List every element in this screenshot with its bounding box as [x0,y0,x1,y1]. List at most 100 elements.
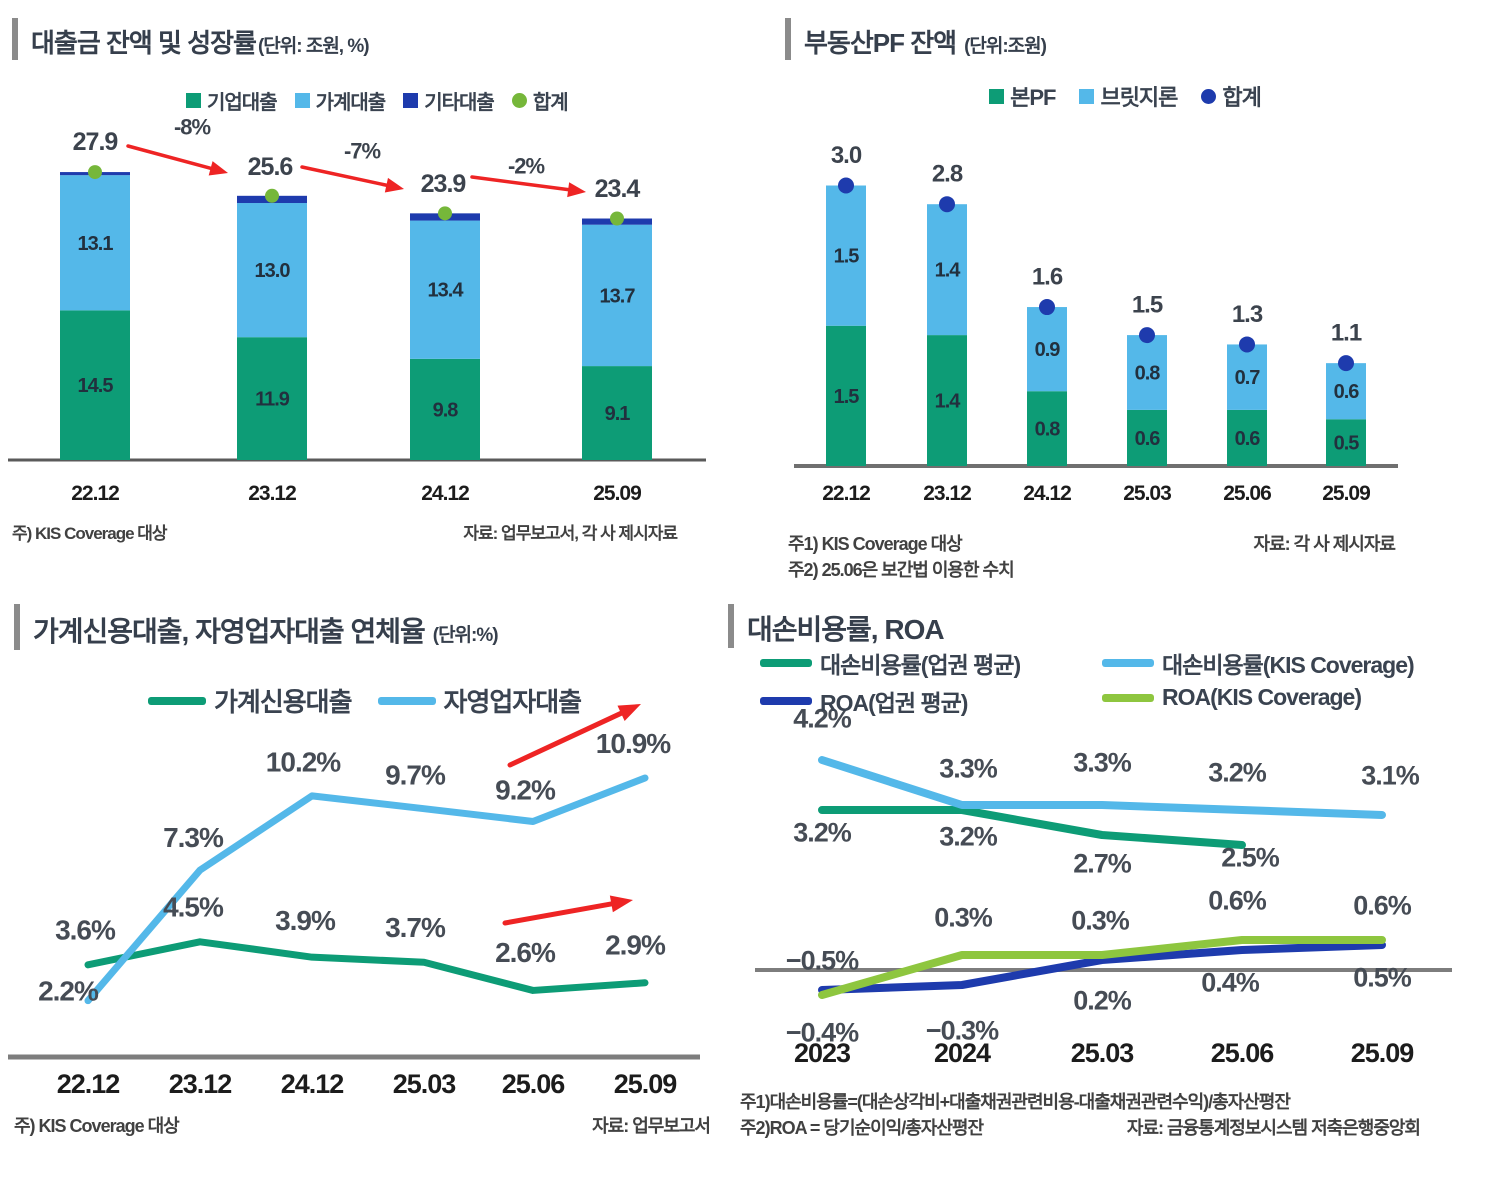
legend-circle-swatch [511,93,527,108]
legend-line-swatch [1102,659,1154,667]
bar-segment [582,366,652,460]
legend-item: 브릿지론 [1079,80,1178,112]
bar-value-label: 1.4 [935,260,962,282]
bar-value-label: 9.1 [605,403,631,425]
data-point-label: 2.2% [38,975,99,1006]
pf-source: 자료: 각 사 제시자료 [1253,534,1396,554]
bar-segment [1027,391,1067,466]
bar-segment [1027,307,1067,392]
cost-roa-footnote-2: 주2)ROA = 당기순이익/총자산평잔 [740,1118,984,1138]
x-axis-label: 2024 [934,1038,991,1068]
data-point-label: 2.9% [605,930,666,961]
data-point-label: −0.4% [786,1017,859,1047]
trend-arrow-shaft [470,175,572,192]
title-accent-bar [14,604,20,650]
data-point-label: 2.6% [495,937,556,968]
loans-title-row: 대출금 잔액 및 성장률 (단위: 조원, %) [12,18,370,60]
total-label: 23.4 [595,175,641,203]
bar-value-label: 1.4 [935,391,962,413]
bar-value-label: 13.0 [255,260,291,282]
x-axis-label: 22.12 [822,482,870,505]
legend-line-swatch [377,696,436,705]
delinquency-title: 가계신용대출, 자영업자대출 연체율 [33,616,426,647]
legend-item: 가계대출 [294,86,387,115]
bar-segment [1127,409,1167,466]
data-point-label: 3.2% [793,817,852,847]
total-dot [438,206,452,221]
cost-roa-source: 자료: 금융통계정보시스템 저축은행중앙회 [1126,1118,1421,1138]
pf-title: 부동산PF 잔액 [804,28,957,58]
legend-square-swatch [989,88,1005,104]
pf-stacked-bar-chart: 1.5 1.5 3.0 22.12 1.4 1.4 2.8 23.12 0.8 0.9 1.6 24.… [794,142,1398,505]
data-point-label: 3.2% [939,821,998,851]
legend-square-swatch [403,93,419,108]
legend-square-swatch [186,93,201,108]
legend-item: ROA(KIS Coverage) [1102,684,1362,711]
bar-segment [1227,344,1267,410]
growth-rate-label: -7% [344,139,381,164]
legend-line-swatch [148,696,206,705]
x-axis-label: 23.12 [169,1069,232,1099]
legend-label: 기타대출 [424,92,495,114]
legend-item: 기업대출 [186,86,278,115]
legend-label: 브릿지론 [1100,85,1178,110]
cost-roa-title-row: 대손비용률, ROA [728,604,945,648]
bar-value-label: 0.8 [1135,363,1161,385]
legend-line-swatch [760,697,812,705]
legend-label: 합계 [532,92,569,114]
legend-circle-swatch [1201,88,1217,104]
data-point-label: 3.9% [275,905,336,936]
total-dot [610,211,624,226]
x-axis-label: 25.06 [1223,482,1271,505]
data-point-label: 0.6% [1208,885,1267,915]
bar-segment [60,175,130,311]
x-axis-label: 25.03 [1071,1038,1135,1068]
bar-value-label: 0.6 [1135,428,1161,450]
title-accent-bar [12,18,18,60]
legend-item: 가계신용대출 [148,682,353,719]
legend-item: 합계 [1201,80,1262,112]
data-point-label: 2.5% [1221,842,1280,872]
legend-label: 자영업자대출 [443,687,583,717]
legend-item: ROA(업권 평균) [760,684,968,718]
panel-delinquency: 3.6% 4.5% 3.9% 3.7% 2.6% 2.9% 2.2% 7.3% 10.2% 9.7… [0,590,750,1185]
pf-legend: 본PF 브릿지론 합계 [750,80,1500,112]
bar-value-label: 0.7 [1235,367,1261,389]
x-axis-label: 2023 [794,1038,851,1068]
bar-value-label: 14.5 [78,375,114,397]
x-axis-label: 22.12 [71,482,119,505]
bar-segment [60,310,130,460]
legend-item: 대손비용률(업권 평균) [760,646,1021,680]
total-dot [1139,327,1155,344]
data-point-label: 0.2% [1073,985,1132,1015]
trend-arrow-shaft [300,165,391,188]
legend-label: 가계대출 [315,92,387,114]
data-point-label: 10.2% [266,747,341,778]
data-point-label: 3.7% [385,912,446,943]
bar-value-label: 0.6 [1235,428,1261,450]
total-dot [1338,355,1354,372]
data-point-label: 7.3% [163,822,224,853]
bar-segment [410,358,480,460]
pf-footnote-2: 주2) 25.06은 보간법 이용한 수치 [788,560,1015,580]
delinquency-line-chart: 3.6% 4.5% 3.9% 3.7% 2.6% 2.9% 2.2% 7.3% 10.2% 9.7… [8,704,700,1099]
total-dot [1039,299,1055,316]
x-axis-label: 25.09 [1351,1038,1415,1068]
pf-footnote-1: 주1) KIS Coverage 대상 [788,534,963,554]
legend-label: ROA(KIS Coverage) [1162,684,1362,710]
total-label: 1.3 [1232,301,1263,328]
data-point-label: 3.2% [1208,757,1267,787]
data-point-label: 10.9% [596,728,671,759]
bar-segment [582,224,652,367]
data-point-label: 0.3% [1071,905,1130,935]
line-series [818,941,1386,994]
line-series [818,936,1386,999]
title-unit: (단위:조원) [964,36,1047,57]
bar-value-label: 0.5 [1334,433,1360,455]
trend-arrow-shaft [507,709,626,768]
legend-square-swatch [1079,88,1095,104]
legend-label: 가계신용대출 [214,687,353,717]
bar-value-label: 0.6 [1334,381,1360,403]
growth-rate-label: -2% [508,154,545,179]
total-label: 1.1 [1331,320,1362,347]
